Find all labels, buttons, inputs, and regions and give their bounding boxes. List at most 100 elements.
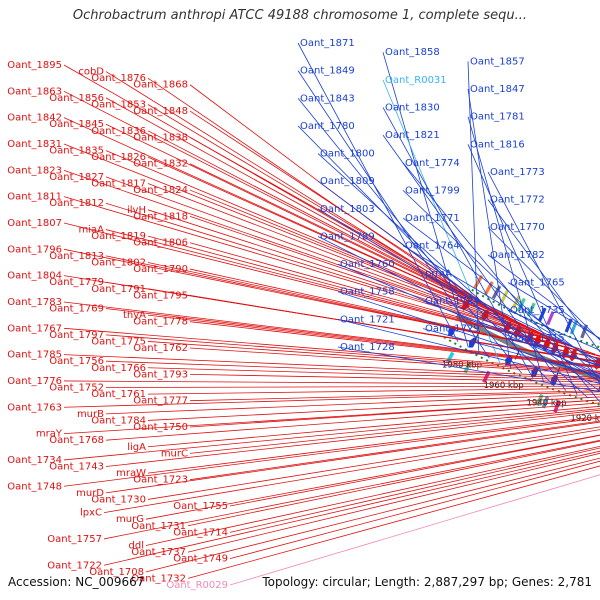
gene-label: Oant_1863 bbox=[7, 86, 62, 97]
gene-label: thyA bbox=[123, 310, 146, 321]
label-leader-line bbox=[382, 134, 567, 391]
gene-label: Oant_1763 bbox=[7, 402, 62, 413]
label-leader-line bbox=[105, 402, 600, 441]
label-leader-line bbox=[402, 162, 600, 403]
gene-label: Oant_1818 bbox=[133, 211, 188, 222]
map-title: Ochrobactrum anthropi ATCC 49188 chromos… bbox=[72, 8, 528, 23]
gene-label: Oant_1799 bbox=[405, 185, 460, 196]
label-leader-line bbox=[422, 272, 600, 361]
gene-label: Oant_1845 bbox=[49, 119, 104, 130]
gene-label: Oant_1847 bbox=[470, 84, 525, 95]
gene-label: Oant_1832 bbox=[133, 159, 188, 170]
label-leader-line bbox=[297, 98, 523, 374]
label-leader-line bbox=[337, 263, 600, 375]
gene-label: Oant_1813 bbox=[49, 251, 104, 262]
label-leader-line bbox=[487, 254, 600, 340]
label-leader-line bbox=[402, 245, 600, 364]
label-leader-lines bbox=[63, 42, 600, 586]
label-leader-line bbox=[63, 90, 490, 309]
label-leader-line bbox=[105, 150, 539, 333]
gene-label: murD bbox=[76, 488, 104, 499]
label-leader-line bbox=[189, 347, 600, 375]
label-leader-line bbox=[402, 217, 600, 368]
gene-label: Oant_1826 bbox=[91, 152, 146, 163]
label-leader-line bbox=[229, 447, 600, 533]
gene-label: cobD bbox=[78, 67, 104, 78]
label-leader-line bbox=[297, 70, 490, 359]
gene-label: Oant_1755 bbox=[173, 501, 228, 512]
gene-label: Oant_1796 bbox=[7, 244, 62, 255]
gene-label: Oant_1771 bbox=[405, 213, 460, 224]
label-leader-line bbox=[337, 346, 600, 392]
cog-category-block bbox=[546, 310, 555, 326]
gene-label: mraW bbox=[116, 468, 146, 479]
gene-label: Oant_1734 bbox=[7, 455, 62, 466]
label-leader-line bbox=[63, 417, 600, 487]
gene-label: Oant_1762 bbox=[133, 343, 188, 354]
label-leader-line bbox=[189, 294, 600, 363]
label-leader-line bbox=[189, 242, 600, 357]
gene-label: Oant_1770 bbox=[490, 222, 545, 233]
label-leader-line bbox=[147, 183, 567, 345]
cog-category-block bbox=[473, 275, 484, 289]
gene-label: Oant_1782 bbox=[490, 250, 545, 261]
label-leader-line bbox=[147, 314, 600, 368]
label-leader-line bbox=[297, 42, 459, 342]
label-leader-line bbox=[147, 426, 600, 500]
gene-label: Oant_1778 bbox=[133, 317, 188, 328]
gene-label: Oant_1723 bbox=[133, 475, 188, 486]
gene-label: Oant_1775 bbox=[91, 336, 146, 347]
gene-label: Oant_1780 bbox=[300, 121, 355, 132]
gene-label: Oant_1714 bbox=[173, 527, 228, 538]
label-leader-line bbox=[189, 390, 600, 402]
gene-label: Oant_1856 bbox=[49, 93, 104, 104]
label-leader-line bbox=[467, 116, 545, 383]
accession-text: Accession: NC_009667 bbox=[8, 575, 145, 589]
label-leader-line bbox=[105, 385, 600, 388]
label-leader-line bbox=[382, 52, 469, 348]
gene-label: Oant_1824 bbox=[133, 185, 188, 196]
gene-label: Oant_1765 bbox=[510, 278, 565, 289]
gene-label: Oant_1715 bbox=[510, 333, 565, 344]
gene-label: Oant_1757 bbox=[47, 534, 102, 545]
label-leader-line bbox=[103, 439, 600, 540]
gene-label: Oant_1756 bbox=[49, 356, 104, 367]
gene-label: Oant_1800 bbox=[320, 149, 375, 160]
gene-label: Oant_1803 bbox=[320, 204, 375, 215]
label-leader-line bbox=[63, 408, 600, 461]
label-leader-line bbox=[507, 309, 600, 351]
label-leader-line bbox=[147, 387, 600, 395]
gene-label: Oant_R0031 bbox=[385, 75, 447, 86]
kbp-tick-label: 1960 kbp bbox=[484, 381, 524, 391]
gene-label: Oant_1849 bbox=[300, 66, 355, 77]
gene-label: Oant_1732 bbox=[131, 573, 186, 584]
label-leader-line bbox=[147, 405, 600, 448]
gene-label: Oant_1731 bbox=[131, 521, 186, 532]
gene-label: Oant_1728 bbox=[340, 342, 395, 353]
gene-label: Oant_1758 bbox=[340, 287, 395, 298]
label-leader-line bbox=[105, 308, 600, 368]
gene-label: Oant_1802 bbox=[91, 257, 146, 268]
gene-label: Oant_1735 bbox=[510, 305, 565, 316]
gene-label: Oant_1795 bbox=[133, 290, 188, 301]
gene-label: Oant_1895 bbox=[7, 60, 62, 71]
label-leader-line bbox=[147, 341, 600, 374]
gene-label: lpxC bbox=[80, 508, 102, 519]
label-leader-line bbox=[63, 399, 600, 435]
gene-label: Oant_1843 bbox=[300, 93, 355, 104]
cog-category-block bbox=[580, 324, 589, 339]
gene-label: Oant_1823 bbox=[7, 165, 62, 176]
label-leader-line bbox=[487, 226, 600, 341]
label-leader-line bbox=[187, 465, 600, 579]
label-leader-line bbox=[145, 457, 600, 573]
gene-label: Oant_1827 bbox=[49, 172, 104, 183]
gene-label: Oant_1772 bbox=[490, 195, 545, 206]
gene-label: Oant_1789 bbox=[320, 231, 375, 242]
label-leader-line bbox=[189, 321, 600, 369]
label-leader-line bbox=[147, 415, 600, 474]
label-leader-line bbox=[147, 156, 545, 336]
label-leader-line bbox=[189, 216, 596, 355]
label-leader-line bbox=[103, 450, 600, 566]
